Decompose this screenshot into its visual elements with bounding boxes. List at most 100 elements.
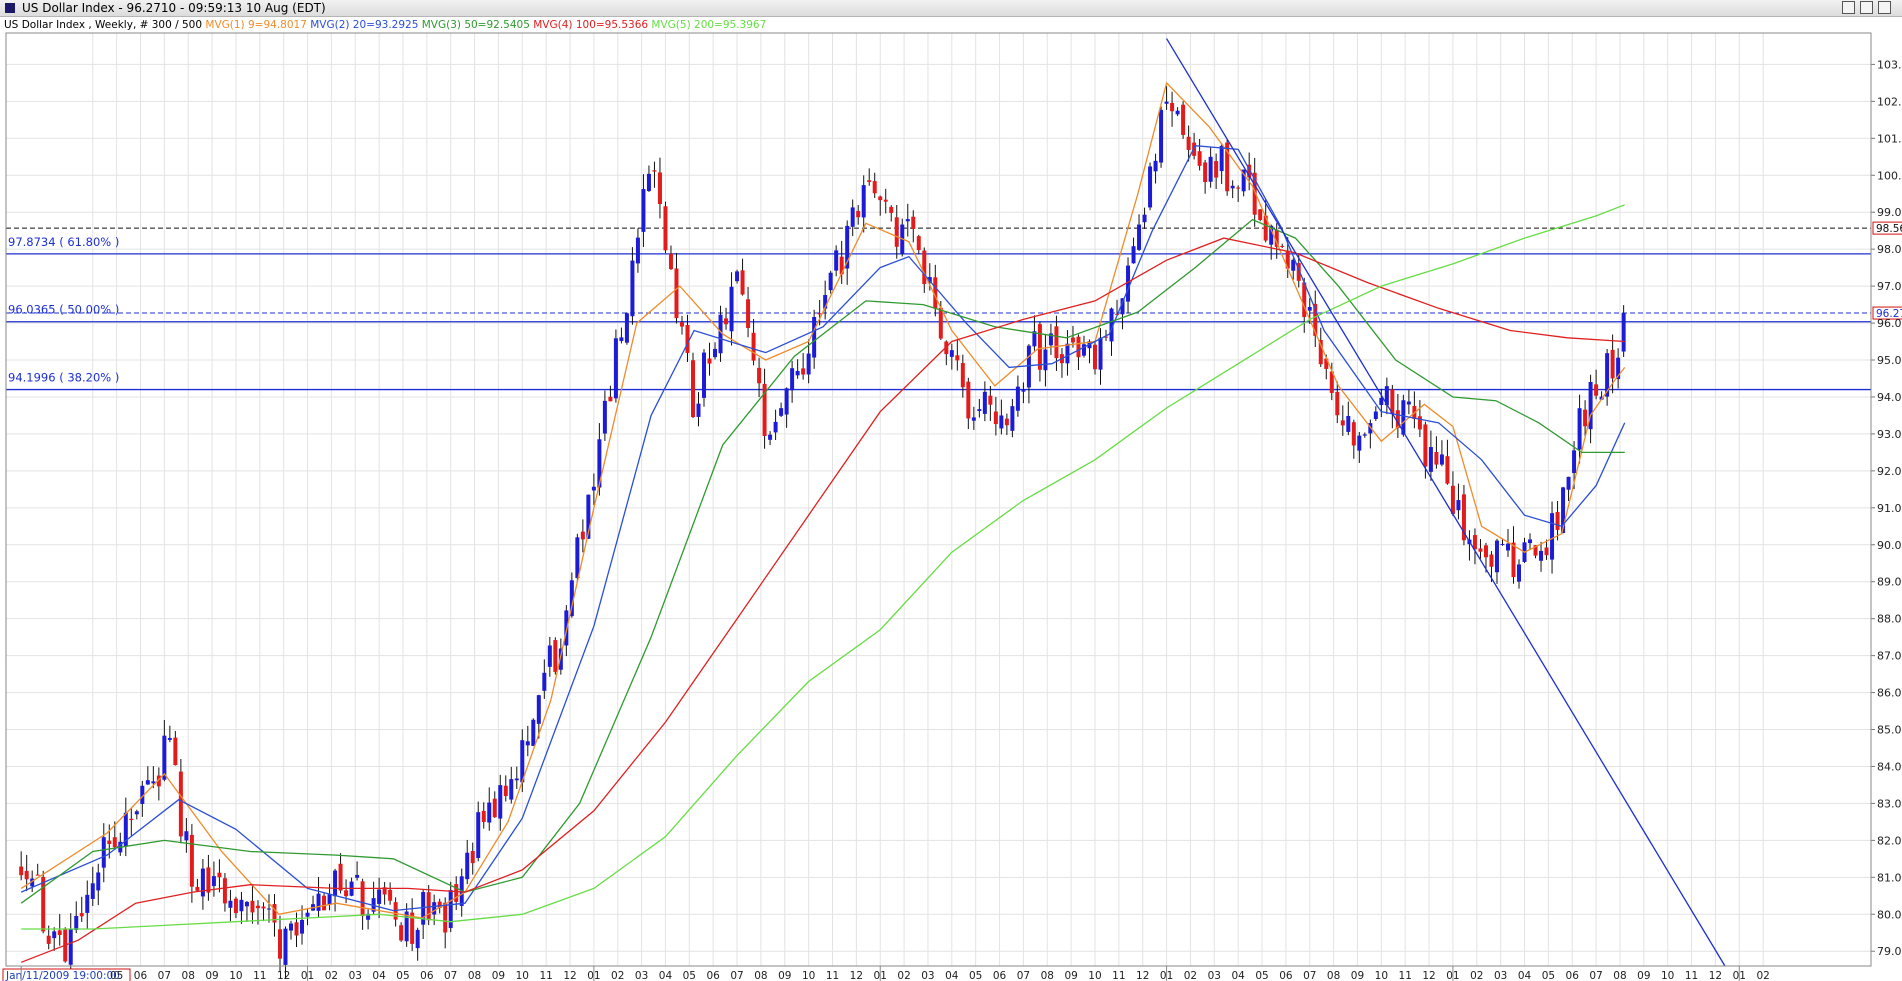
candle-body (151, 781, 156, 784)
candle-body (266, 908, 271, 910)
candle-body (591, 486, 596, 491)
candle-body (448, 890, 453, 929)
candle-body (1621, 313, 1626, 352)
moving-average-line (20, 145, 1626, 912)
candle-body (1203, 162, 1208, 183)
candle-body (718, 314, 723, 354)
y-tick-label: 84.0000 (1877, 760, 1902, 773)
candle-body (1450, 485, 1455, 515)
candle-body (178, 771, 183, 837)
candle-body (1010, 406, 1015, 431)
candle-body (454, 884, 459, 902)
x-tick-label: 10 (516, 970, 529, 981)
candle-body (1081, 344, 1086, 356)
candle-body (1274, 229, 1279, 247)
candle-body (674, 268, 679, 319)
indicator-legend: US Dollar Index , Weekly, # 300 / 500 MV… (4, 19, 766, 33)
candle-body (779, 408, 784, 416)
candle-body (388, 889, 393, 901)
candle-body (487, 802, 492, 823)
candle-body (239, 899, 244, 912)
x-tick-label: 08 (182, 970, 195, 981)
x-tick-label: 10 (229, 970, 242, 981)
candle-body (1566, 476, 1571, 490)
candle-body (630, 260, 635, 317)
candle-body (465, 852, 470, 880)
candle-body (382, 887, 387, 895)
x-tick-label: 07 (730, 970, 743, 981)
candle-body (1131, 246, 1136, 264)
candle-body (46, 935, 51, 944)
candle-body (1032, 331, 1037, 347)
candle-body (1384, 386, 1389, 406)
candle-body (795, 370, 800, 376)
candle-body (878, 196, 883, 201)
x-tick-label: 02 (611, 970, 624, 981)
candle-body (1346, 416, 1351, 432)
candle-body (905, 219, 910, 222)
candle-body (19, 866, 24, 876)
candle-body (1616, 357, 1621, 380)
candle-body (30, 878, 35, 887)
x-tick-label: 12 (1709, 970, 1722, 981)
candle-body (1594, 384, 1599, 396)
trendline[interactable] (1166, 38, 1726, 967)
candle-body (520, 740, 525, 783)
x-tick-label: 04 (945, 970, 959, 981)
candle-body (300, 919, 305, 934)
y-tick-label: 89.0000 (1877, 576, 1902, 589)
candle-body (514, 778, 519, 781)
x-tick-label: 06 (1279, 970, 1293, 981)
candle-body (1186, 136, 1191, 150)
x-tick-label: 07 (1017, 970, 1030, 981)
candle-body (327, 894, 332, 905)
candle-body (1428, 447, 1433, 472)
candle-body (1004, 418, 1009, 426)
price-tag-label: 96.2710 (1876, 308, 1902, 320)
x-tick-label: 08 (1327, 970, 1340, 981)
candle-body (68, 929, 73, 965)
candle-body (1318, 340, 1323, 365)
candle-body (1561, 487, 1566, 534)
x-tick-label: 06 (134, 970, 148, 981)
x-tick-label: 09 (205, 970, 218, 981)
grid (6, 33, 1871, 966)
x-tick-label: 09 (778, 970, 791, 981)
legend-entry: MVG(2) 20=93.2925 (306, 19, 419, 31)
candle-body (360, 881, 365, 917)
candle-body (1230, 185, 1235, 189)
y-axis: 79.0000 80.0000 81.0000 82.0000 83.0000 84.00… (1871, 58, 1902, 958)
candle-body (982, 391, 987, 414)
candle-body (702, 352, 707, 398)
y-tick-label: 93.0000 (1877, 428, 1902, 441)
candle-body (41, 876, 46, 932)
candle-body (1054, 326, 1059, 359)
x-tick-label: 10 (1661, 970, 1674, 981)
candle-body (999, 415, 1004, 429)
candle-body (1302, 282, 1307, 318)
minimize-icon[interactable] (1842, 1, 1855, 14)
candle-body (663, 206, 668, 251)
candle-body (1511, 542, 1516, 578)
candle-body (1335, 391, 1340, 416)
candle-body (1269, 225, 1274, 245)
y-tick-label: 101.0000 (1877, 132, 1902, 145)
y-tick-label: 100.0000 (1877, 169, 1902, 182)
candle-body (211, 876, 216, 887)
candle-body (608, 396, 613, 402)
x-tick-label: 11 (539, 970, 552, 981)
candle-body (746, 299, 751, 329)
candle-body (597, 439, 602, 488)
restore-icon[interactable] (1860, 1, 1873, 14)
candle-body (949, 350, 954, 357)
price-tag-label: 98.5695 (1876, 223, 1902, 235)
close-icon[interactable] (1878, 1, 1891, 14)
candle-body (784, 388, 789, 415)
candle-body (1588, 382, 1593, 430)
y-tick-label: 88.0000 (1877, 613, 1902, 626)
window-title: US Dollar Index - 96.2710 - 09:59:13 10 … (22, 1, 326, 15)
trend-line[interactable] (1166, 38, 1726, 967)
candle-body (470, 850, 475, 864)
candle-body (1329, 371, 1334, 393)
